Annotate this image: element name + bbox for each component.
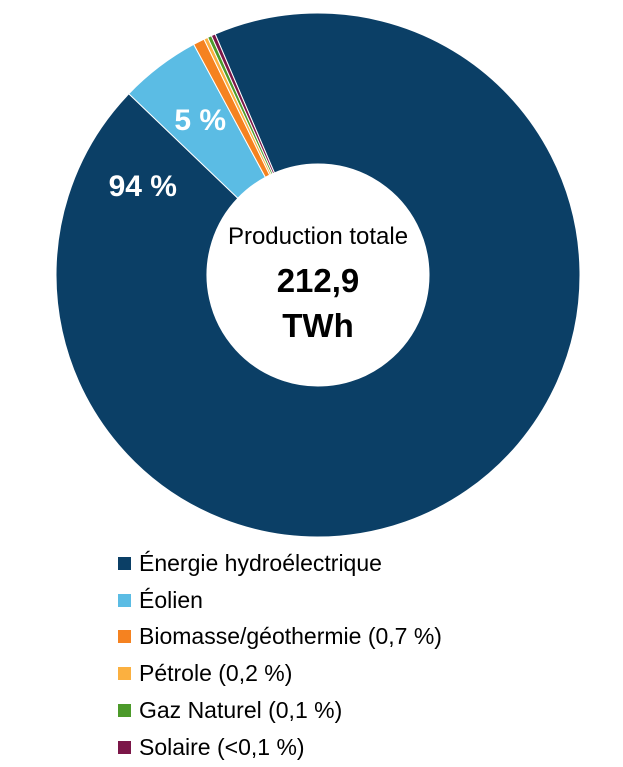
center-label: Production totale 212,9 TWh — [228, 223, 408, 344]
legend-swatch — [118, 556, 131, 570]
legend-label: Gaz Naturel (0,1 %) — [139, 697, 343, 724]
slice--nergie-hydro-lectrique — [55, 12, 581, 538]
legend-item: Gaz Naturel (0,1 %) — [118, 692, 442, 729]
legend-swatch — [118, 740, 131, 754]
legend-label: Solaire (<0,1 %) — [139, 733, 305, 760]
legend: Énergie hydroélectrique Éolien Biomasse/gé… — [118, 545, 442, 766]
legend-label: Éolien — [139, 586, 203, 613]
legend-item: Solaire (<0,1 %) — [118, 729, 442, 766]
legend-item: Éolien — [118, 582, 442, 619]
center-caption: Production totale — [228, 223, 408, 250]
legend-swatch — [118, 704, 131, 718]
legend-item: Pétrole (0,2 %) — [118, 655, 442, 692]
data-label--nergie-hydro-lectrique: 94 % — [109, 170, 177, 203]
legend-item: Biomasse/géothermie (0,7 %) — [118, 619, 442, 656]
legend-swatch — [118, 630, 131, 644]
legend-label: Énergie hydroélectrique — [139, 549, 382, 576]
slice-labels: 94 % 5 % — [109, 104, 226, 203]
donut-slices — [55, 12, 581, 538]
legend-label: Pétrole (0,2 %) — [139, 660, 293, 687]
legend-label: Biomasse/géothermie (0,7 %) — [139, 623, 442, 650]
legend-swatch — [118, 667, 131, 681]
legend-item: Énergie hydroélectrique — [118, 545, 442, 582]
legend-swatch — [118, 593, 131, 607]
data-label--olien: 5 % — [174, 104, 226, 137]
donut-chart: 94 % 5 % Production totale 212,9 TWh — [55, 12, 581, 538]
center-value-line2: TWh — [282, 307, 353, 344]
slice-solaire — [210, 33, 276, 175]
center-value-line1: 212,9 — [277, 262, 360, 299]
